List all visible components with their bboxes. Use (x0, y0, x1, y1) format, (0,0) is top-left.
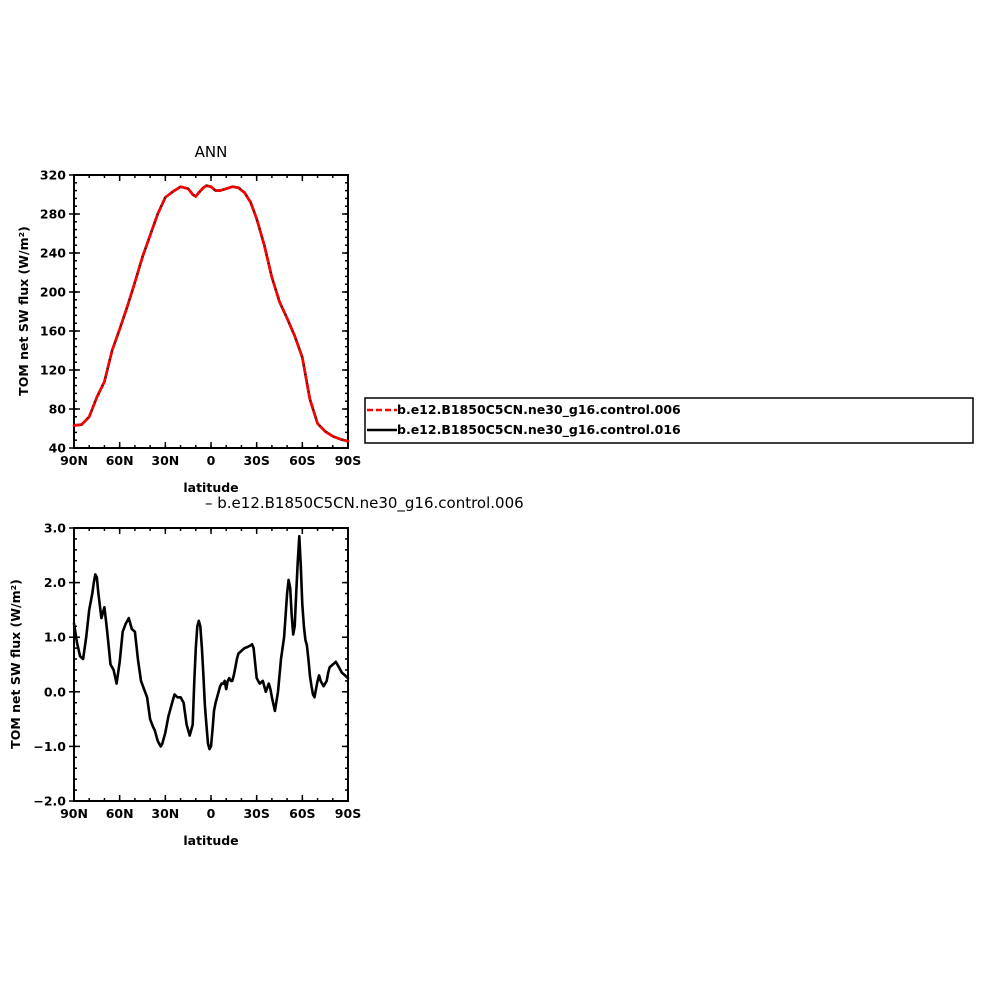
legend-box (364, 397, 974, 444)
bottom-plot-frame (73, 527, 349, 802)
bottom-x-tick-label: 60S (289, 806, 315, 821)
top-panel: 90N 60N 30N 0 30S 60S 90S 320 280 240 200 160 120 80 4… (40, 168, 361, 469)
top-x-tick-label: 90N (60, 453, 88, 468)
bottom-y-tick-label: 2.0 (44, 575, 66, 590)
top-panel-title: ANN (195, 143, 228, 161)
top-y-tick-label: 40 (49, 441, 67, 456)
top-series-line-1 (72, 184, 350, 443)
legend-label-1: b.e12.B1850C5CN.ne30_g16.control.006 (397, 402, 681, 418)
bottom-panel-title: – b.e12.B1850C5CN.ne30_g16.control.006 (205, 494, 524, 513)
bottom-y-axis-label: TOM net SW flux (W/m²) (8, 579, 23, 749)
bottom-x-tick-label: 0 (207, 806, 216, 821)
top-y-tick-label: 280 (40, 207, 66, 222)
top-x-tick-label: 0 (207, 453, 216, 468)
top-x-tick-label: 60N (106, 453, 134, 468)
top-x-tick-label: 30S (243, 453, 269, 468)
bottom-y-tick-label: −1.0 (33, 739, 66, 754)
bottom-x-tick-label: 90S (335, 806, 361, 821)
top-y-tick-label: 200 (40, 285, 66, 300)
bottom-series-line-1 (72, 534, 350, 751)
top-y-tick-label: 120 (40, 363, 66, 378)
bottom-y-tick-label: 3.0 (44, 521, 66, 536)
top-x-tick-label: 30N (151, 453, 179, 468)
top-x-axis-label: latitude (183, 480, 238, 495)
bottom-y-tick-label: −2.0 (33, 794, 66, 809)
top-y-axis-label: TOM net SW flux (W/m²) (16, 226, 31, 396)
top-series-line-2 (72, 184, 350, 443)
legend: b.e12.B1850C5CN.ne30_g16.control.006 b.e… (364, 397, 974, 444)
bottom-y-tick-label: 1.0 (44, 630, 66, 645)
top-y-tick-label: 240 (40, 246, 66, 261)
bottom-x-tick-label: 60N (106, 806, 134, 821)
top-y-tick-label: 160 (40, 324, 66, 339)
top-plot-frame (73, 174, 349, 449)
bottom-x-tick-label: 30N (151, 806, 179, 821)
bottom-panel: 90N 60N 30N 0 30S 60S 90S 3.0 2.0 1.0 0.0 −1.0 −2.0 (33, 521, 361, 822)
top-y-tick-label: 320 (40, 168, 66, 183)
top-x-tick-label: 60S (289, 453, 315, 468)
legend-label-2: b.e12.B1850C5CN.ne30_g16.control.016 (397, 422, 681, 438)
bottom-x-tick-label: 90N (60, 806, 88, 821)
top-y-tick-label: 80 (49, 402, 67, 417)
bottom-x-tick-label: 30S (243, 806, 269, 821)
bottom-x-axis-label: latitude (183, 833, 238, 848)
bottom-y-tick-label: 0.0 (44, 684, 66, 699)
top-x-tick-label: 90S (335, 453, 361, 468)
